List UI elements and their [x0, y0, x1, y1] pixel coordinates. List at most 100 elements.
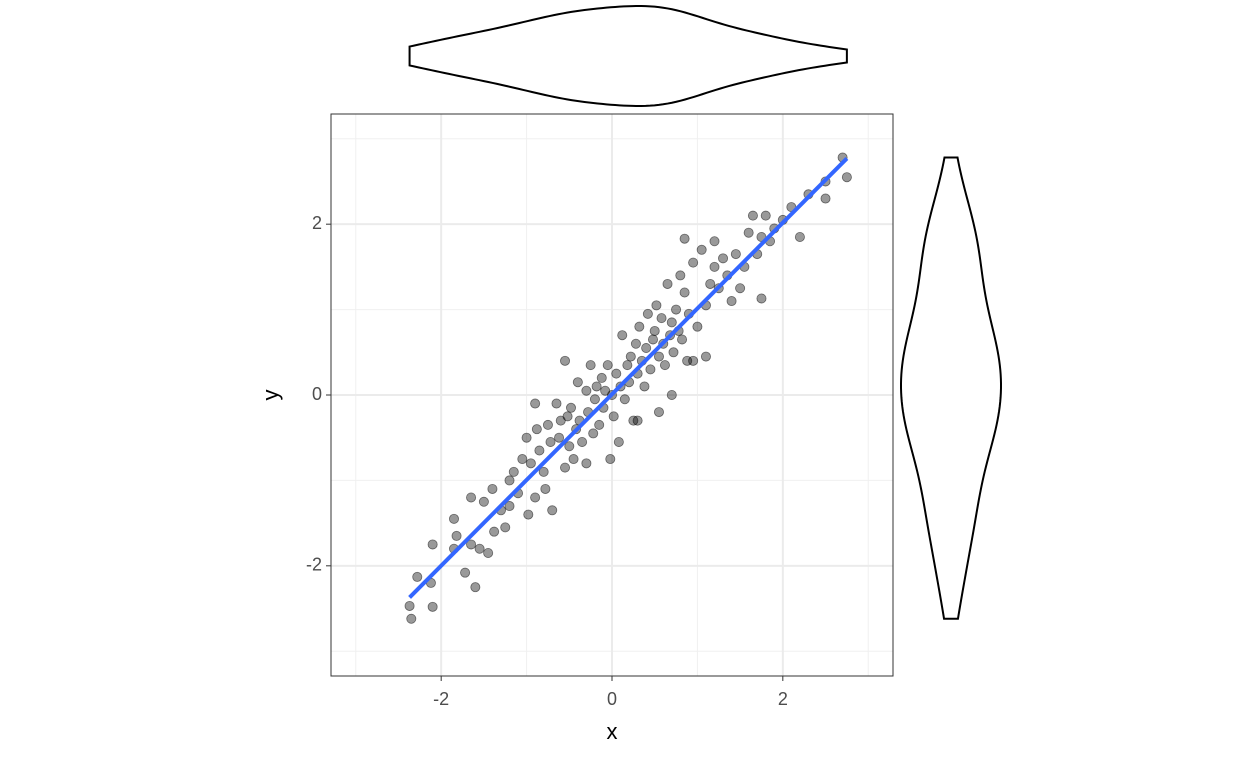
point	[523, 509, 534, 520]
point	[735, 283, 746, 294]
y-tick-label: -2	[306, 555, 322, 575]
point	[688, 257, 699, 268]
point	[478, 496, 489, 507]
point	[589, 394, 600, 405]
point	[508, 466, 519, 477]
point	[679, 287, 690, 298]
point	[756, 293, 767, 304]
point	[671, 304, 682, 315]
point	[470, 582, 481, 593]
point	[588, 428, 599, 439]
point	[572, 377, 583, 388]
point	[709, 236, 720, 247]
point	[530, 398, 541, 409]
point	[668, 347, 679, 358]
point	[487, 483, 498, 494]
point	[692, 321, 703, 332]
point	[547, 505, 558, 516]
y-violin	[899, 156, 1003, 620]
point	[451, 530, 462, 541]
point	[666, 317, 677, 328]
point	[562, 411, 573, 422]
point	[585, 360, 596, 371]
x-tick-label: -2	[433, 689, 449, 709]
point	[525, 458, 536, 469]
point	[427, 601, 438, 612]
point	[531, 424, 542, 435]
point	[483, 548, 494, 559]
point	[679, 233, 690, 244]
point	[540, 483, 551, 494]
x-axis-title: x	[607, 719, 618, 744]
point	[448, 513, 459, 524]
point	[622, 360, 633, 371]
point	[659, 360, 670, 371]
point	[709, 261, 720, 272]
point	[466, 492, 477, 503]
y-tick-label: 2	[312, 213, 322, 233]
point	[530, 492, 541, 503]
point	[581, 458, 592, 469]
fit-line	[408, 157, 849, 599]
point	[743, 227, 754, 238]
point	[696, 244, 707, 255]
point	[566, 402, 577, 413]
point	[630, 338, 641, 349]
point	[460, 567, 471, 578]
point	[634, 321, 645, 332]
x-violin	[408, 4, 848, 108]
point	[651, 300, 662, 311]
point	[517, 454, 528, 465]
panel-border	[330, 113, 894, 677]
point	[427, 539, 438, 550]
point	[564, 441, 575, 452]
point	[474, 543, 485, 554]
point	[656, 313, 667, 324]
point	[632, 415, 643, 426]
point	[794, 231, 805, 242]
point	[534, 445, 545, 456]
point	[568, 454, 579, 465]
point	[718, 253, 729, 264]
point	[639, 381, 650, 392]
point	[542, 419, 553, 430]
point	[591, 381, 602, 392]
point	[666, 389, 677, 400]
point	[675, 270, 686, 281]
point	[642, 308, 653, 319]
point	[617, 330, 628, 341]
point	[521, 432, 532, 443]
point	[412, 571, 423, 582]
point	[760, 210, 771, 221]
point	[605, 454, 616, 465]
point	[841, 172, 852, 183]
point	[705, 278, 716, 289]
point	[647, 334, 658, 345]
point	[641, 343, 652, 354]
point	[577, 436, 588, 447]
point	[504, 475, 515, 486]
point	[726, 296, 737, 307]
point	[560, 355, 571, 366]
point	[596, 372, 607, 383]
y-tick-label: 0	[312, 384, 322, 404]
point	[489, 526, 500, 537]
point	[730, 249, 741, 260]
point	[406, 613, 417, 624]
point	[700, 351, 711, 362]
x-tick-label: 0	[607, 689, 617, 709]
point	[625, 351, 636, 362]
point	[608, 411, 619, 422]
point	[688, 355, 699, 366]
point	[545, 436, 556, 447]
point	[820, 193, 831, 204]
point	[538, 466, 549, 477]
point	[504, 501, 515, 512]
point	[594, 419, 605, 430]
point	[554, 432, 565, 443]
point	[653, 351, 664, 362]
point	[613, 436, 624, 447]
point	[602, 360, 613, 371]
point	[611, 368, 622, 379]
